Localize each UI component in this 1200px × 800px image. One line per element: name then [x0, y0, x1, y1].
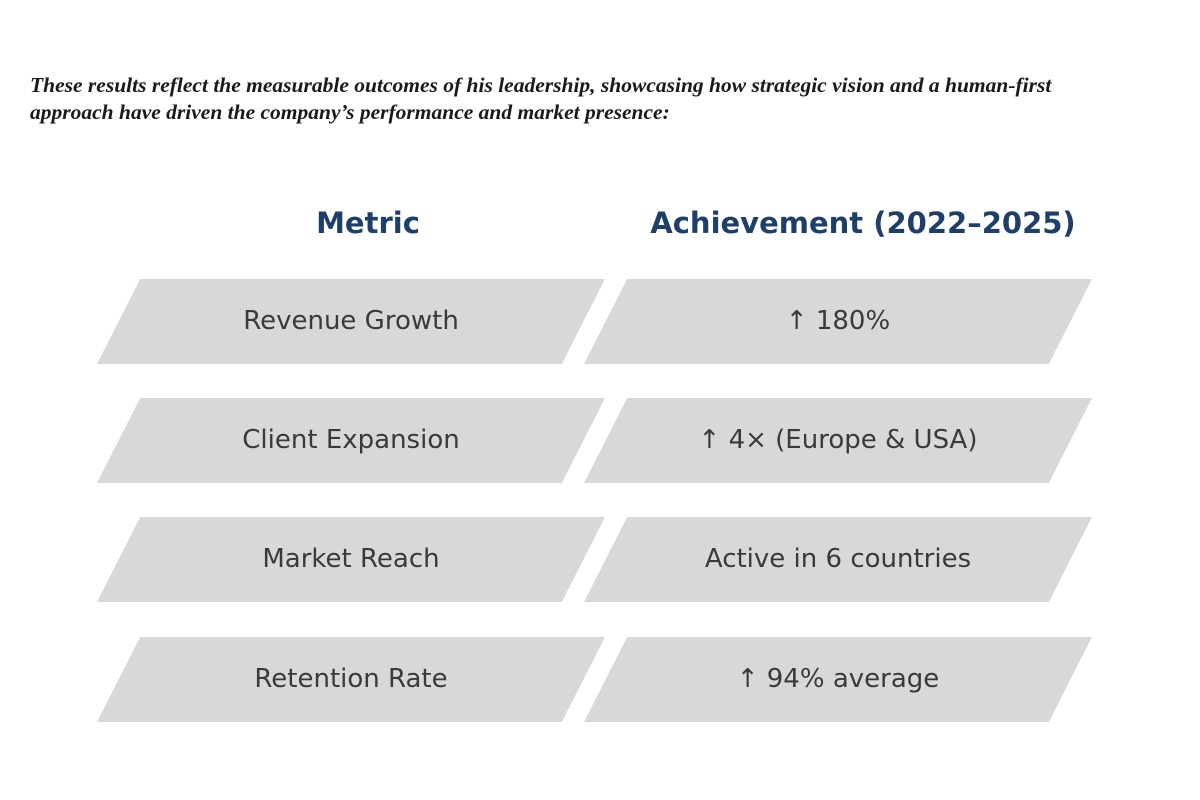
- intro-line: These results reflect the measurable out…: [30, 73, 1052, 97]
- achievement-cell-revenue-growth: ↑ 180%: [584, 279, 1092, 364]
- achievement-cell-client-expansion: ↑ 4× (Europe & USA): [584, 398, 1092, 483]
- metric-cell-revenue-growth: Revenue Growth: [97, 279, 605, 364]
- intro-line: approach have driven the company’s perfo…: [30, 100, 670, 124]
- metric-cell-client-expansion: Client Expansion: [97, 398, 605, 483]
- intro-paragraph: These results reflect the measurable out…: [30, 72, 1190, 126]
- column-header-metric: Metric: [316, 206, 420, 240]
- metric-cell-retention-rate: Retention Rate: [97, 637, 605, 722]
- achievement-cell-retention-rate: ↑ 94% average: [584, 637, 1092, 722]
- column-header-achievement: Achievement (2022–2025): [650, 206, 1076, 240]
- metric-cell-market-reach: Market Reach: [97, 517, 605, 602]
- achievement-cell-market-reach: Active in 6 countries: [584, 517, 1092, 602]
